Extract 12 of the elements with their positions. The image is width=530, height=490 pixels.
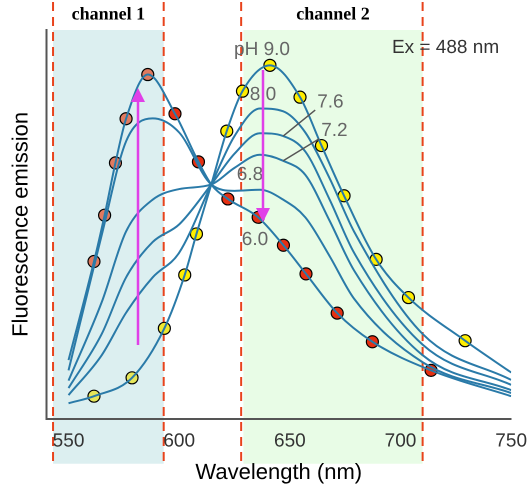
- x-tick-label: 700: [384, 430, 416, 452]
- series-label: 6.0: [242, 229, 268, 250]
- band-label: channel 1: [72, 4, 146, 24]
- series-label: 7.6: [317, 91, 344, 112]
- band-label: channel 2: [296, 4, 370, 24]
- series-label: 7.2: [321, 120, 348, 142]
- y-axis-title: Fluorescence emission: [7, 112, 32, 337]
- text: Ex = 488 nm: [392, 37, 500, 58]
- x-tick-label: 750: [495, 430, 527, 452]
- x-tick-label: 650: [274, 430, 306, 452]
- series-label: pH 9.0: [234, 39, 290, 60]
- x-axis-title: Wavelength (nm): [195, 458, 362, 484]
